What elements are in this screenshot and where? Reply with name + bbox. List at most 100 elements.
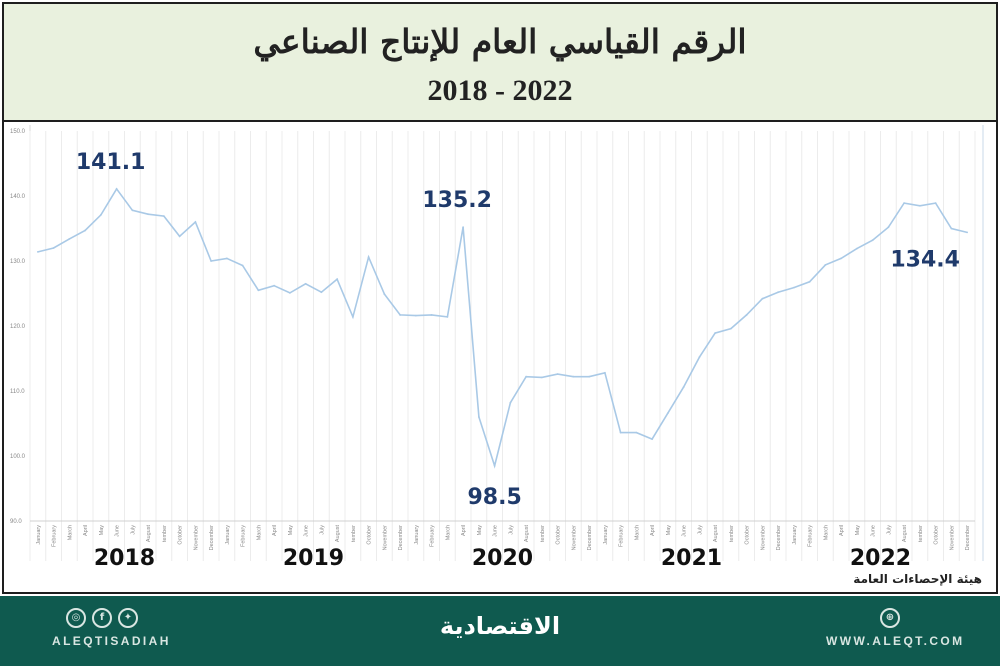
x-tick-label: November: [382, 525, 388, 551]
series-line: [37, 187, 968, 469]
website-link[interactable]: WWW.ALEQT.COM: [826, 634, 965, 648]
instagram-icon[interactable]: ◎: [66, 608, 86, 628]
x-tick-label: July: [319, 525, 325, 535]
x-tick-label: May: [477, 525, 483, 536]
data-point: [273, 284, 276, 287]
data-point: [666, 412, 669, 414]
x-tick-label: April: [461, 525, 467, 536]
footer-bar: ◎ f ✦ ALEQTISADIAH الاقتصادية ⊕ WWW.ALEQ…: [0, 596, 1000, 666]
x-tick-label: December: [965, 525, 971, 551]
y-tick-label: 140.0: [10, 194, 26, 200]
data-point: [934, 202, 937, 205]
data-point: [178, 235, 181, 238]
data-point: [588, 375, 591, 378]
x-tick-label: December: [776, 525, 782, 551]
data-point: [383, 293, 386, 296]
data-point: [918, 204, 921, 207]
x-tick-label: August: [335, 525, 341, 543]
data-point: [430, 314, 433, 316]
data-point: [603, 371, 606, 374]
x-tick-label: tember: [351, 525, 357, 542]
data-point: [304, 282, 307, 285]
year-group-label: 2022: [850, 546, 911, 566]
x-tick-label: May: [99, 525, 105, 536]
data-point: [477, 416, 480, 418]
data-point: [619, 431, 622, 434]
social-icons: ◎ f ✦: [66, 608, 138, 628]
x-tick-label: February: [808, 525, 814, 547]
x-tick-label: tember: [918, 525, 924, 542]
data-point: [257, 289, 260, 292]
x-tick-label: December: [398, 525, 404, 551]
data-point: [635, 431, 638, 434]
data-point: [903, 202, 906, 205]
line-chart: 90.0 100.0 110.0 120.0 130.0 140.0 150.0 Januar…: [10, 125, 984, 566]
year-group-label: 2019: [283, 546, 344, 566]
x-tick-label: December: [209, 525, 215, 551]
x-tick-label: April: [272, 525, 278, 536]
y-tick-label: 100.0: [10, 454, 26, 460]
social-handle[interactable]: ALEQTISADIAH: [52, 634, 171, 648]
data-point: [840, 257, 843, 260]
globe-icon: ⊕: [880, 608, 900, 628]
y-tick-label: 110.0: [10, 389, 25, 395]
y-tick-label: 120.0: [10, 324, 26, 330]
data-point: [729, 327, 732, 330]
data-point: [131, 209, 134, 212]
data-point: [351, 316, 354, 318]
x-tick-label: October: [745, 525, 751, 545]
chart-frame: الرقم القياسي العام للإنتاج الصناعي 2018…: [2, 2, 998, 594]
data-point: [855, 247, 858, 250]
data-point: [210, 260, 213, 262]
x-tick-label: October: [367, 525, 373, 545]
x-tick-label: October: [178, 525, 184, 545]
facebook-icon[interactable]: f: [92, 608, 112, 628]
data-point: [99, 213, 102, 216]
x-tick-label: May: [666, 525, 672, 536]
data-point: [525, 375, 528, 378]
x-tick-label: June: [493, 525, 499, 537]
x-tick-label: July: [886, 525, 892, 535]
source-label: هيئة الإحصاءات العامة: [853, 572, 982, 586]
data-point: [225, 257, 228, 260]
x-tick-label: November: [949, 525, 955, 551]
x-tick-label: August: [146, 525, 152, 543]
data-point: [115, 187, 118, 190]
x-tick-label: June: [871, 525, 877, 537]
data-point: [824, 264, 827, 266]
x-tick-label: January: [36, 525, 42, 545]
x-tick-label: January: [603, 525, 609, 545]
x-tick-label: tember: [540, 525, 546, 542]
data-label: 135.2: [422, 188, 492, 213]
x-tick-label: June: [682, 525, 688, 537]
data-point: [367, 256, 370, 258]
year-group-label: 2020: [472, 546, 533, 566]
data-point: [761, 297, 764, 300]
data-point: [950, 227, 953, 230]
data-point: [147, 213, 150, 216]
data-point: [68, 238, 71, 240]
x-tick-label: October: [556, 525, 562, 545]
year-group-label: 2018: [94, 546, 155, 566]
x-tick-label: April: [839, 525, 845, 536]
chart-title: الرقم القياسي العام للإنتاج الصناعي: [253, 22, 747, 61]
data-point: [336, 278, 339, 281]
x-tick-label: August: [713, 525, 719, 543]
x-tick-label: March: [634, 525, 640, 540]
data-point: [446, 316, 449, 318]
data-point: [887, 226, 890, 229]
x-tick-label: April: [650, 525, 656, 536]
data-point: [399, 314, 402, 316]
x-tick-label: February: [619, 525, 625, 547]
data-point: [52, 247, 55, 249]
x-tick-label: May: [288, 525, 294, 536]
x-tick-label: tember: [729, 525, 735, 542]
data-point: [682, 386, 685, 388]
x-tick-label: July: [130, 525, 136, 535]
data-point: [871, 239, 874, 242]
data-point: [288, 291, 291, 294]
y-tick-label: 130.0: [10, 259, 26, 265]
x-tick-label: November: [193, 525, 199, 551]
x-tick-label: tember: [162, 525, 168, 542]
twitter-icon[interactable]: ✦: [118, 608, 138, 628]
